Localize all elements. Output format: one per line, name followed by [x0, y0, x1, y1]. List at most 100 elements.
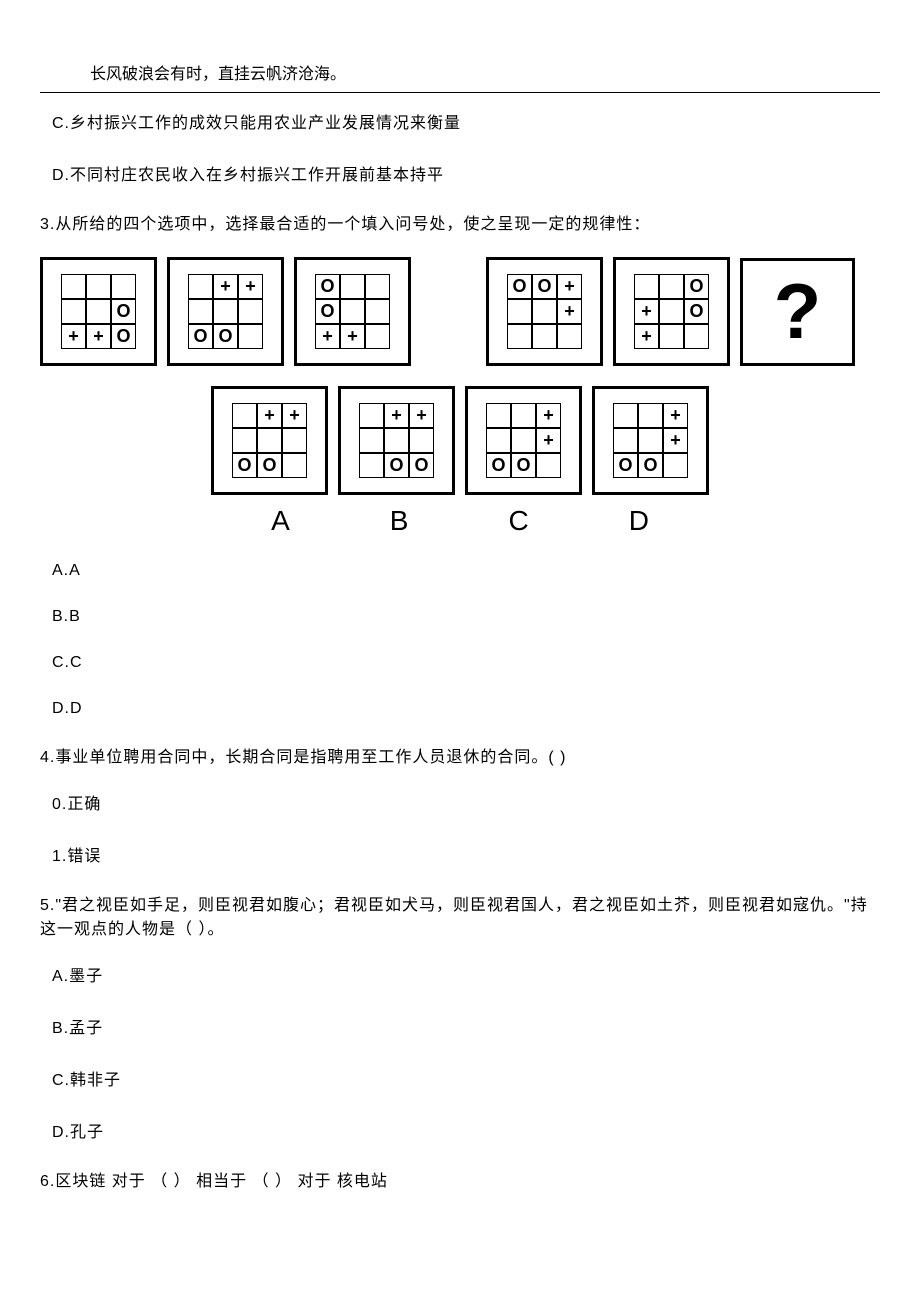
q3-ans-b: ++OO — [338, 386, 455, 495]
grid-cell — [684, 324, 709, 349]
q3-box-2: ++OO — [167, 257, 284, 366]
grid-cell — [659, 324, 684, 349]
q2-opt-d: D.不同村庄农民收入在乡村振兴工作开展前基本持平 — [52, 161, 880, 185]
grid-cell: + — [536, 428, 561, 453]
grid-cell — [536, 453, 561, 478]
q5-opt-d: D.孔子 — [52, 1118, 880, 1142]
grid-cell: O — [213, 324, 238, 349]
grid-cell — [359, 453, 384, 478]
grid-cell: + — [86, 324, 111, 349]
grid-cell — [659, 274, 684, 299]
grid-cell — [507, 299, 532, 324]
grid-cell — [61, 299, 86, 324]
grid-cell: O — [257, 453, 282, 478]
grid-cell — [232, 403, 257, 428]
grid-cell — [659, 299, 684, 324]
grid-cell: O — [684, 274, 709, 299]
grid-cell: O — [507, 274, 532, 299]
grid-cell: + — [557, 274, 582, 299]
grid-cell: + — [340, 324, 365, 349]
q5-opt-b: B.孟子 — [52, 1014, 880, 1038]
grid-cell — [282, 428, 307, 453]
grid-cell: + — [536, 403, 561, 428]
q5-opt-c: C.韩非子 — [52, 1066, 880, 1090]
q4-stem: 4.事业单位聘用合同中，长期合同是指聘用至工作人员退休的合同。( ) — [40, 746, 880, 770]
grid-cell — [365, 299, 390, 324]
divider — [40, 92, 880, 93]
grid-cell: + — [315, 324, 340, 349]
grid-cell — [238, 324, 263, 349]
grid-cell: O — [638, 453, 663, 478]
q3-opt-c: C.C — [52, 654, 880, 672]
grid-cell: + — [663, 403, 688, 428]
label-a: A — [271, 505, 290, 537]
question-3: 3.从所给的四个选项中，选择最合适的一个填入问号处，使之呈现一定的规律性： O+… — [40, 213, 880, 718]
grid-cell — [238, 299, 263, 324]
q3-top-row: O++O ++OO OO++ OO++ O+O+ ? — [40, 257, 880, 366]
grid-cell — [365, 274, 390, 299]
grid-cell: O — [613, 453, 638, 478]
label-b: B — [390, 505, 409, 537]
q3-answer-labels: A B C D — [40, 505, 880, 537]
grid-cell — [486, 428, 511, 453]
grid-cell — [557, 324, 582, 349]
grid-cell — [232, 428, 257, 453]
grid-cell: O — [315, 274, 340, 299]
question-6: 6.区块链 对于 （ ） 相当于 （ ） 对于 核电站 — [40, 1170, 880, 1194]
grid-cell — [634, 274, 659, 299]
q3-diagrams: O++O ++OO OO++ OO++ O+O+ ? ++OO ++OO ++O… — [40, 257, 880, 537]
grid-cell: O — [511, 453, 536, 478]
grid-cell — [282, 453, 307, 478]
q3-box-4: OO++ — [486, 257, 603, 366]
grid-cell: + — [238, 274, 263, 299]
q3-opt-d: D.D — [52, 700, 880, 718]
q6-stem: 6.区块链 对于 （ ） 相当于 （ ） 对于 核电站 — [40, 1170, 880, 1194]
q3-question-mark: ? — [740, 258, 855, 366]
grid-cell — [638, 428, 663, 453]
q3-stem: 3.从所给的四个选项中，选择最合适的一个填入问号处，使之呈现一定的规律性： — [40, 213, 880, 237]
q3-answer-row: ++OO ++OO ++OO ++OO — [40, 386, 880, 495]
grid-cell — [86, 299, 111, 324]
q3-box-5: O + O + — [613, 257, 730, 366]
grid-cell — [532, 324, 557, 349]
grid-cell: + — [634, 324, 659, 349]
grid-cell: O — [315, 299, 340, 324]
grid-cell: O — [232, 453, 257, 478]
grid-cell: + — [557, 299, 582, 324]
grid-cell: O — [384, 453, 409, 478]
grid-cell — [365, 324, 390, 349]
grid-cell: + — [663, 428, 688, 453]
q3-ans-a: ++OO — [211, 386, 328, 495]
grid-cell — [409, 428, 434, 453]
q3-ans-c: ++OO — [465, 386, 582, 495]
grid-cell — [86, 274, 111, 299]
label-d: D — [629, 505, 649, 537]
header-quote: 长风破浪会有时，直挂云帆济沧海。 — [90, 60, 880, 84]
grid-cell — [340, 299, 365, 324]
grid-cell — [188, 274, 213, 299]
q4-opt-1: 1.错误 — [52, 842, 880, 866]
grid-cell — [213, 299, 238, 324]
grid-cell: + — [257, 403, 282, 428]
label-c: C — [508, 505, 528, 537]
grid-cell — [511, 428, 536, 453]
grid-cell — [359, 428, 384, 453]
grid-cell: O — [532, 274, 557, 299]
grid-cell: O — [111, 299, 136, 324]
grid-cell — [359, 403, 384, 428]
grid-cell — [613, 403, 638, 428]
grid-cell — [532, 299, 557, 324]
grid-cell — [638, 403, 663, 428]
grid-cell: + — [384, 403, 409, 428]
q5-stem: 5."君之视臣如手足，则臣视君如腹心；君视臣如犬马，则臣视君国人，君之视臣如土芥… — [40, 894, 880, 942]
q3-opt-a: A.A — [52, 562, 880, 580]
grid-cell — [111, 274, 136, 299]
grid-cell: O — [684, 299, 709, 324]
grid-cell: + — [213, 274, 238, 299]
grid-cell: + — [282, 403, 307, 428]
grid-cell: + — [634, 299, 659, 324]
grid-cell — [384, 428, 409, 453]
grid-cell: O — [188, 324, 213, 349]
q3-box-3: OO++ — [294, 257, 411, 366]
q3-ans-d: ++OO — [592, 386, 709, 495]
